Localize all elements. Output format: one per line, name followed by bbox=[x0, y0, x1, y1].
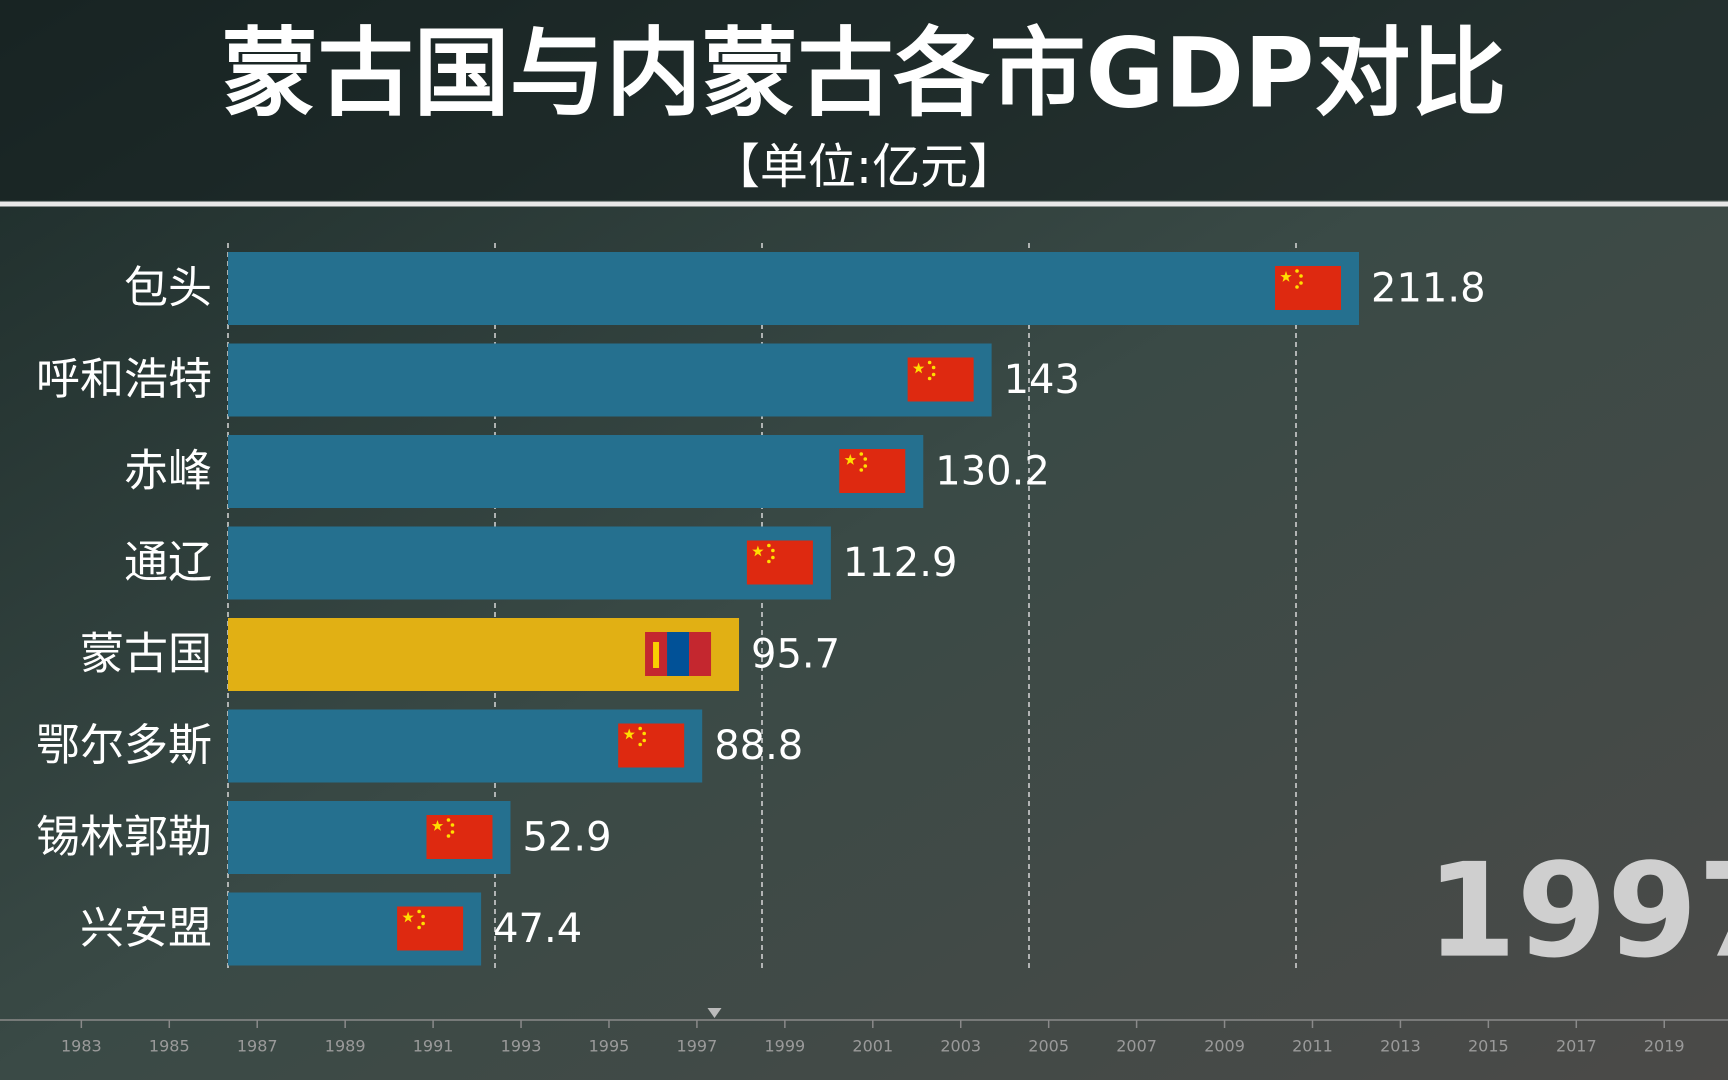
value-label: 211.8 bbox=[1371, 266, 1486, 312]
flag-star bbox=[450, 830, 455, 834]
flag-star bbox=[417, 925, 421, 930]
bar bbox=[228, 526, 831, 600]
flag-star bbox=[431, 820, 444, 831]
timeline-tick-label: 1987 bbox=[237, 1037, 278, 1056]
timeline-tick-label: 2003 bbox=[940, 1037, 981, 1056]
timeline-tick-label: 1995 bbox=[589, 1037, 630, 1056]
flag-star bbox=[927, 376, 932, 381]
timeline-tick-label: 2013 bbox=[1380, 1037, 1421, 1056]
value-label: 130.2 bbox=[935, 449, 1050, 495]
flag bbox=[1275, 266, 1342, 310]
flag-star bbox=[771, 548, 775, 553]
category-label: 鄂尔多斯 bbox=[36, 720, 212, 771]
flag-star bbox=[927, 360, 932, 365]
flag bbox=[746, 540, 813, 585]
category-label: 兴安盟 bbox=[80, 903, 212, 954]
category-label: 包头 bbox=[124, 263, 212, 314]
year-label: 1997 bbox=[1426, 835, 1728, 987]
flag-star bbox=[752, 545, 764, 557]
timeline-tick-label: 2015 bbox=[1468, 1037, 1509, 1056]
flag-star bbox=[1299, 281, 1303, 285]
value-label: 95.7 bbox=[751, 632, 840, 678]
flag-star bbox=[863, 457, 868, 461]
flag-star bbox=[931, 365, 936, 370]
timeline-tick-label: 1985 bbox=[149, 1037, 190, 1056]
value-label: 88.8 bbox=[714, 723, 803, 769]
header-band bbox=[0, 0, 1728, 200]
timeline-tick-label: 2007 bbox=[1116, 1037, 1157, 1056]
flag-star bbox=[446, 834, 451, 838]
flag-star bbox=[421, 921, 425, 926]
flag-star bbox=[450, 823, 455, 827]
value-label: 143 bbox=[1004, 357, 1080, 403]
flag bbox=[426, 815, 493, 859]
flag-star bbox=[638, 726, 642, 731]
bar bbox=[228, 252, 1360, 325]
value-label: 52.9 bbox=[522, 815, 611, 861]
timeline-marker bbox=[707, 1008, 722, 1018]
flag-star bbox=[417, 909, 421, 914]
flag-star bbox=[1295, 285, 1299, 289]
flag-star bbox=[912, 362, 925, 374]
timeline-tick-label: 1989 bbox=[325, 1037, 366, 1056]
flag bbox=[618, 723, 685, 768]
timeline-tick-label: 2011 bbox=[1292, 1037, 1333, 1056]
timeline-tick-label: 1993 bbox=[501, 1037, 542, 1056]
flag-star bbox=[767, 543, 771, 548]
flag-star bbox=[1280, 271, 1292, 282]
flag bbox=[397, 906, 464, 951]
flag-star bbox=[1299, 274, 1303, 278]
flag bbox=[667, 632, 690, 676]
flag-star bbox=[931, 372, 936, 377]
flag bbox=[689, 632, 712, 676]
flag-star bbox=[642, 731, 646, 736]
flag-star bbox=[859, 452, 864, 456]
timeline-tick-label: 2005 bbox=[1028, 1037, 1069, 1056]
flag-star bbox=[421, 914, 425, 919]
flag-star bbox=[863, 464, 868, 468]
flag-star bbox=[771, 555, 775, 560]
flag bbox=[907, 357, 974, 402]
timeline-tick-label: 1983 bbox=[61, 1037, 102, 1056]
timeline-tick-label: 2009 bbox=[1204, 1037, 1245, 1056]
bar bbox=[228, 435, 924, 508]
timeline-tick-label: 1991 bbox=[413, 1037, 454, 1056]
flag bbox=[839, 449, 906, 493]
flag-star bbox=[859, 468, 864, 472]
flag-star bbox=[767, 559, 771, 564]
timeline-tick-label: 2001 bbox=[852, 1037, 893, 1056]
flag-star bbox=[1295, 269, 1299, 273]
timeline-tick-label: 1997 bbox=[677, 1037, 718, 1056]
flag-star bbox=[642, 738, 646, 743]
timeline-tick-label: 2019 bbox=[1644, 1037, 1685, 1056]
timeline-tick-label: 1999 bbox=[764, 1037, 805, 1056]
flag-star bbox=[638, 742, 642, 747]
timeline-tick-label: 2017 bbox=[1556, 1037, 1597, 1056]
flag-star bbox=[844, 454, 856, 465]
category-label: 蒙古国 bbox=[80, 629, 212, 680]
chart-title: 蒙古国与内蒙古各市GDP对比 bbox=[222, 17, 1507, 129]
value-label: 47.4 bbox=[493, 906, 582, 952]
category-label: 锡林郭勒 bbox=[36, 812, 212, 863]
flag-star bbox=[623, 728, 635, 740]
category-label: 赤峰 bbox=[124, 446, 212, 497]
category-label: 通辽 bbox=[124, 537, 212, 588]
value-label: 112.9 bbox=[843, 540, 958, 586]
chart-subtitle: 【单位:亿元】 bbox=[712, 139, 1016, 195]
bar bbox=[228, 343, 992, 417]
flag-star bbox=[446, 818, 451, 822]
flag-soyombo bbox=[653, 642, 660, 668]
flag-star bbox=[402, 911, 414, 923]
category-label: 呼和浩特 bbox=[36, 354, 212, 405]
